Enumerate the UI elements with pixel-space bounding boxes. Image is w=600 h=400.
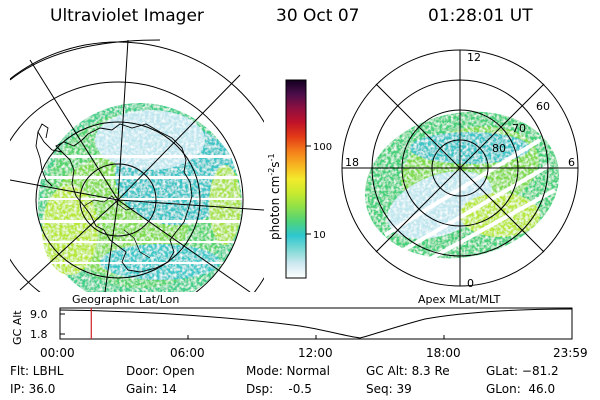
colorbar-tick-10: 10: [313, 230, 326, 241]
filter-info: Flt: LBHL: [10, 364, 64, 378]
colorbar-label: photon cm-2s-1: [267, 153, 282, 240]
time-tick-2359: 23:59: [553, 346, 588, 360]
instrument-title: Ultraviolet Imager: [50, 6, 204, 26]
alt-tick-9: 9.0: [30, 308, 48, 321]
time-tick-1800: 18:00: [426, 346, 461, 360]
auroral-image-right: [364, 111, 560, 259]
apex-map: 12 18 6 0 60 70 80: [341, 49, 579, 290]
dsp-info: Dsp: -0.5: [246, 382, 312, 396]
antarctica-coastline: [55, 123, 193, 273]
date-label: 30 Oct 07: [276, 6, 360, 26]
geo-grid-outer: [9, 39, 161, 81]
gain-info: Gain: 14: [126, 382, 177, 396]
auroral-image-left: [38, 103, 242, 292]
gcalt-info: GC Alt: 8.3 Re: [366, 364, 450, 378]
time-label: 01:28:01 UT: [428, 6, 533, 26]
mlt-label-0: 0: [467, 277, 474, 290]
time-tick-1200: 12:00: [298, 346, 333, 360]
altitude-timeline: 9.0 1.8 GC Alt 00:00 06:00 12:00 18:00 2…: [11, 307, 588, 360]
data-gaps-right: [383, 138, 556, 272]
time-tick-0600: 06:00: [170, 346, 205, 360]
ip-info: IP: 36.0: [10, 382, 56, 396]
mlat-label-70: 70: [512, 122, 526, 135]
glon-info: GLon: 46.0: [486, 382, 556, 396]
geographic-caption: Geographic Lat/Lon: [72, 293, 180, 306]
mlt-label-12: 12: [467, 51, 481, 64]
colorbar-scale: [285, 79, 307, 279]
colorbar-tick-100: 100: [313, 142, 332, 153]
glat-info: GLat: −81.2: [486, 364, 559, 378]
apex-grid: [341, 49, 579, 287]
seq-info: Seq: 39: [366, 382, 412, 396]
ice-shelf: [83, 195, 151, 259]
data-gaps-left: [40, 155, 245, 264]
alt-tick-1-8: 1.8: [30, 328, 48, 341]
mlat-label-80: 80: [492, 142, 506, 155]
antarctic-peninsula: [35, 123, 63, 187]
time-tick-0000: 00:00: [40, 346, 75, 360]
mlat-label-60: 60: [536, 100, 550, 113]
mlt-label-6: 6: [568, 156, 575, 169]
altitude-curve: [59, 308, 573, 339]
door-info: Door: Open: [126, 364, 195, 378]
colorbar: 100 10 photon cm-2s-1: [267, 79, 332, 279]
apex-caption: Apex MLat/MLT: [418, 293, 501, 306]
mode-info: Mode: Normal: [246, 364, 330, 378]
timeline-axis-label: GC Alt: [11, 310, 24, 345]
mlt-label-18: 18: [345, 156, 359, 169]
geographic-map: [10, 40, 264, 292]
